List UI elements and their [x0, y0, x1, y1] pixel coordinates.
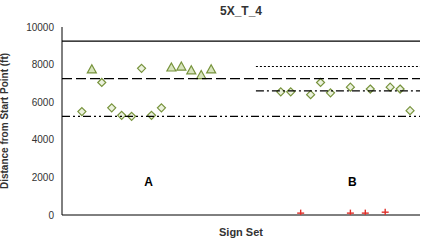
svg-text:Distance from Start Point (ft): Distance from Start Point (ft) [8, 53, 10, 189]
svg-text:4000: 4000 [32, 134, 55, 145]
svg-text:6000: 6000 [32, 97, 55, 108]
svg-text:B: B [348, 175, 357, 189]
svg-text:Sign Set: Sign Set [219, 226, 263, 238]
svg-text:2000: 2000 [32, 172, 55, 183]
svg-text:A: A [144, 175, 153, 189]
html-text:5X_T_4: 5X_T_4 [220, 4, 262, 18]
svg-text:10000: 10000 [26, 22, 54, 33]
svg-text:8000: 8000 [32, 59, 55, 70]
svg-text:0: 0 [48, 210, 54, 221]
